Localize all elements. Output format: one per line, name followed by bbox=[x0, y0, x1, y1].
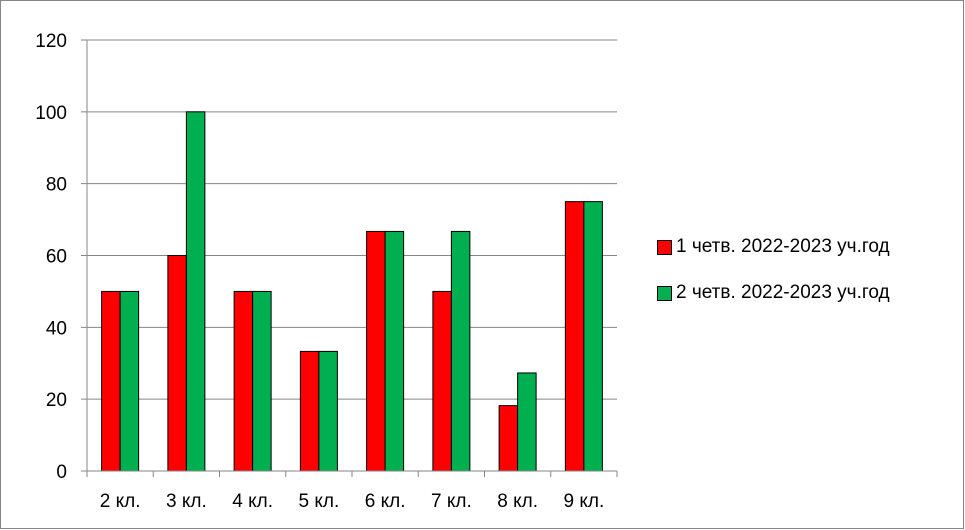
legend-swatch-series-1 bbox=[657, 239, 672, 255]
x-tick-label: 7 кл. bbox=[431, 491, 472, 512]
bars bbox=[101, 111, 603, 472]
bar-series-1 bbox=[167, 255, 187, 472]
x-tick-label: 4 кл. bbox=[232, 491, 273, 512]
bar-series-1 bbox=[564, 201, 585, 472]
y-tick-label: 120 bbox=[35, 31, 67, 52]
y-tick-label: 60 bbox=[46, 247, 67, 268]
y-axis-tick-labels: 0 20 40 60 80 100 120 bbox=[35, 31, 67, 483]
y-tick-label: 80 bbox=[46, 175, 67, 196]
bar-series-1 bbox=[233, 290, 254, 472]
axes bbox=[86, 40, 618, 477]
bar-series-1 bbox=[366, 230, 386, 472]
x-tick-label: 8 кл. bbox=[497, 491, 538, 512]
bar-series-1 bbox=[299, 350, 320, 472]
x-tick-label: 2 кл. bbox=[100, 491, 141, 512]
y-tick-label: 40 bbox=[46, 318, 67, 339]
bar-series-2 bbox=[318, 350, 338, 472]
x-axis-tick-labels: 2 кл. 3 кл. 4 кл. 5 кл. 6 кл. 7 кл. 8 кл. 9 кл. bbox=[100, 491, 605, 512]
bar-series-1 bbox=[101, 290, 121, 472]
bar-series-2 bbox=[252, 290, 272, 472]
bar-series-2 bbox=[450, 230, 471, 472]
bar-series-1 bbox=[432, 290, 452, 472]
x-tick-label: 6 кл. bbox=[365, 491, 406, 512]
legend-swatch-series-2 bbox=[657, 285, 672, 301]
y-tick-label: 0 bbox=[56, 462, 67, 483]
x-tick-label: 5 кл. bbox=[299, 491, 340, 512]
bar-series-2 bbox=[384, 230, 405, 472]
legend-label-series-2: 2 четв. 2022-2023 уч.год bbox=[676, 282, 890, 303]
bar-series-1 bbox=[498, 405, 519, 472]
bar-series-2 bbox=[517, 372, 537, 472]
bar-series-2 bbox=[185, 111, 206, 472]
legend-item-series-2: 2 четв. 2022-2023 уч.год bbox=[657, 278, 890, 308]
legend-item-series-1: 1 четв. 2022-2023 уч.год bbox=[657, 232, 890, 262]
legend: 1 четв. 2022-2023 уч.год 2 четв. 2022-20… bbox=[657, 232, 890, 324]
legend-label-series-1: 1 четв. 2022-2023 уч.год bbox=[676, 236, 890, 257]
x-tick-label: 9 кл. bbox=[564, 491, 605, 512]
y-tick-label: 20 bbox=[46, 390, 67, 411]
bar-series-2 bbox=[583, 201, 603, 472]
x-tick-label: 3 кл. bbox=[166, 491, 207, 512]
y-tick-label: 100 bbox=[35, 103, 67, 124]
bar-series-2 bbox=[119, 290, 140, 472]
